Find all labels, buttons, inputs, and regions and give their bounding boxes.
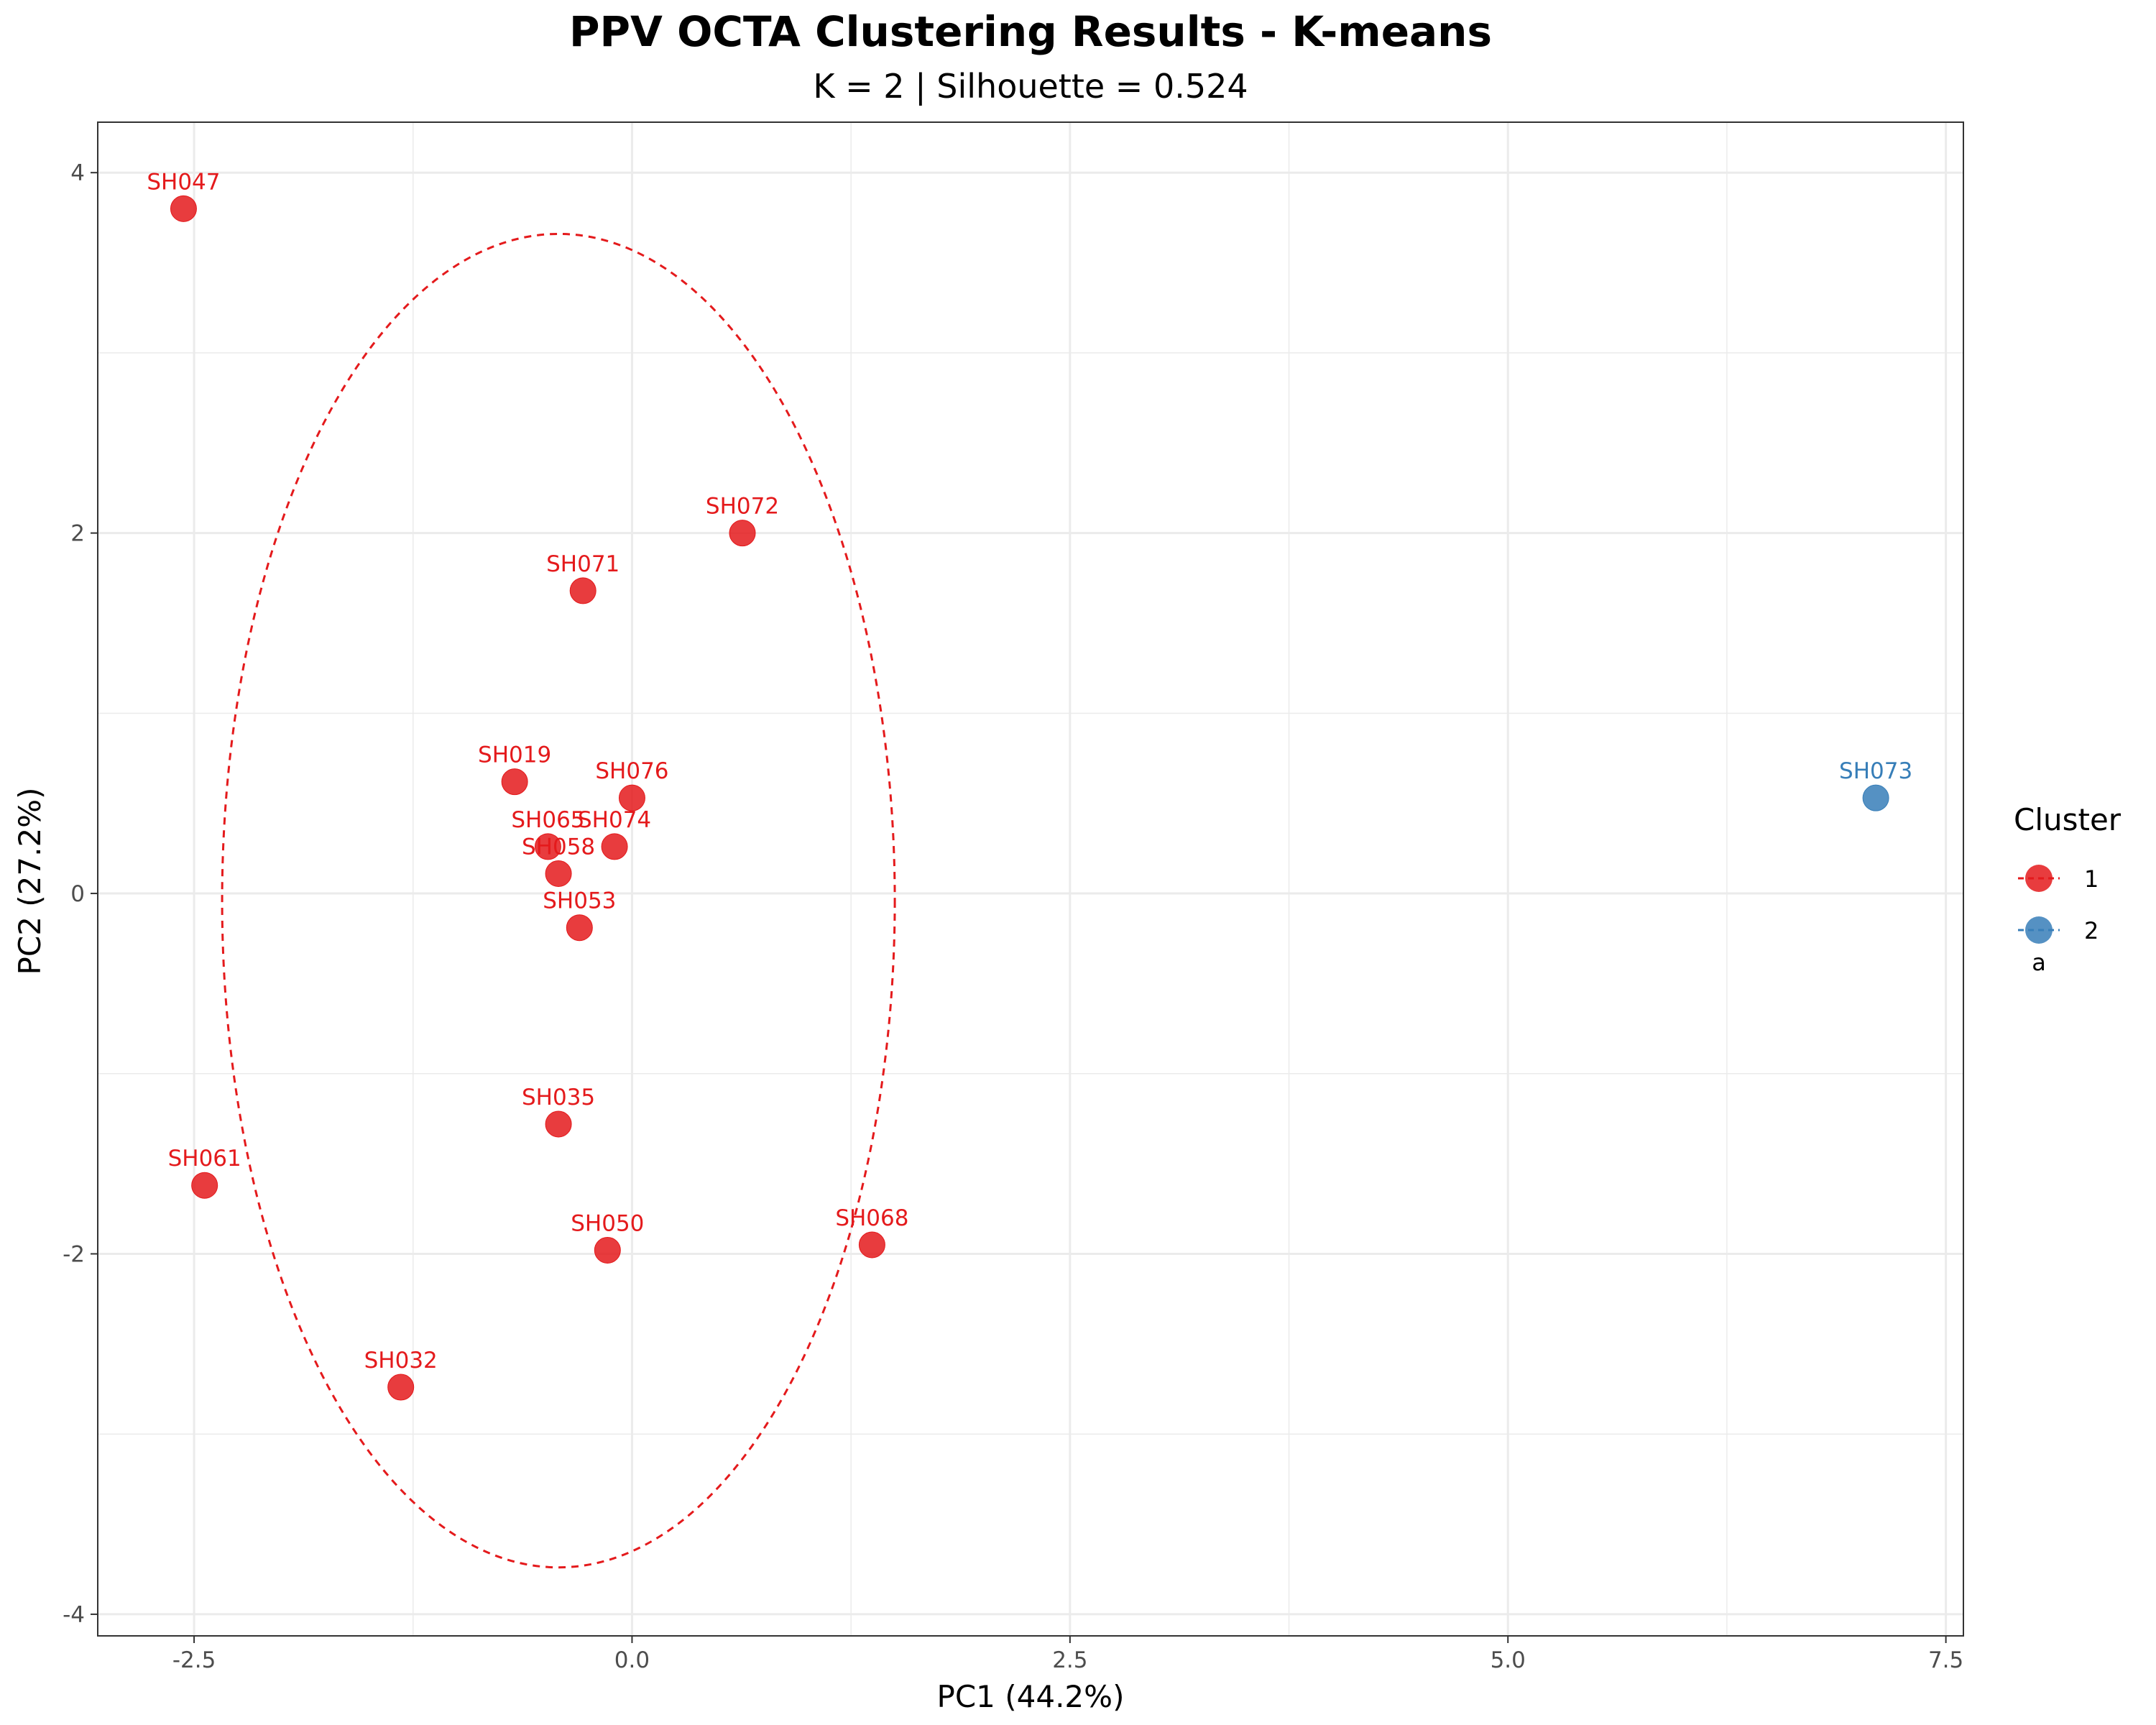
cluster-1-ellipse: [221, 232, 896, 1569]
point-label-sh061: SH061: [168, 1146, 241, 1172]
data-point-sh071[interactable]: [569, 577, 596, 604]
point-label-sh072: SH072: [706, 494, 779, 520]
data-point-sh076[interactable]: [618, 784, 645, 811]
point-label-sh035: SH035: [522, 1085, 595, 1110]
data-point-sh074[interactable]: [601, 833, 628, 860]
legend: Cluster 12 a: [2014, 802, 2122, 976]
point-label-sh058: SH058: [522, 834, 595, 860]
legend-label: 2: [2084, 917, 2099, 944]
data-points-layer: [170, 195, 1889, 1401]
chart-title: PPV OCTA Clustering Results - K-means: [569, 7, 1492, 56]
point-label-sh019: SH019: [478, 742, 551, 768]
data-point-sh019[interactable]: [501, 768, 528, 796]
data-point-sh068[interactable]: [858, 1231, 885, 1259]
legend-extra-text: a: [2032, 949, 2046, 976]
y-axis-title: PC2 (27.2%): [12, 788, 47, 975]
y-tick-label: 0: [70, 881, 85, 907]
x-axis-title: PC1 (44.2%): [937, 1679, 1125, 1714]
data-point-sh035[interactable]: [545, 1110, 572, 1138]
point-labels-layer: SH047 SH072 SH071 SH019 SH076 SH065SH074SH058…: [147, 169, 1912, 1374]
y-tick-label: -2: [63, 1241, 85, 1267]
x-axis-ticks: -2.5 0.0 2.5 5.0 7.5: [172, 1636, 1963, 1673]
y-tick-label: 2: [70, 521, 85, 547]
y-tick-label: -4: [63, 1602, 85, 1628]
grid-lines: [98, 122, 1963, 1636]
x-tick-label: 2.5: [1052, 1647, 1087, 1673]
data-point-sh050[interactable]: [594, 1236, 621, 1264]
chart-subtitle: K = 2 | Silhouette = 0.524: [813, 67, 1248, 106]
y-axis-ticks: -4 -2 0 2 4: [63, 160, 98, 1628]
data-point-sh073[interactable]: [1862, 784, 1889, 811]
data-point-sh032[interactable]: [387, 1374, 415, 1401]
data-point-sh072[interactable]: [729, 520, 756, 547]
x-tick-label: 7.5: [1928, 1647, 1963, 1673]
point-label-sh065: SH065: [511, 807, 584, 833]
legend-title: Cluster: [2014, 802, 2122, 837]
data-point-sh061[interactable]: [191, 1172, 218, 1199]
legend-entries: 12: [2018, 865, 2099, 944]
point-label-sh071: SH071: [546, 551, 619, 577]
x-tick-label: 5.0: [1491, 1647, 1526, 1673]
legend-entry-1: 1: [2018, 865, 2099, 893]
point-label-sh073: SH073: [1839, 758, 1912, 784]
data-point-sh053[interactable]: [566, 914, 593, 942]
point-label-sh053: SH053: [543, 888, 616, 914]
data-point-sh047[interactable]: [170, 195, 197, 222]
data-point-sh058[interactable]: [545, 860, 572, 887]
point-label-sh047: SH047: [147, 169, 220, 195]
point-label-sh074: SH074: [578, 807, 651, 833]
y-tick-label: 4: [70, 160, 85, 186]
legend-key-point: [2025, 916, 2053, 944]
data-point-sh065[interactable]: [534, 833, 561, 860]
x-tick-label: -2.5: [172, 1647, 216, 1673]
x-tick-label: 0.0: [614, 1647, 650, 1673]
point-label-sh076: SH076: [595, 758, 668, 784]
plot-panel-border: [97, 121, 1964, 1637]
legend-key-point: [2025, 865, 2053, 892]
point-label-sh032: SH032: [364, 1348, 438, 1374]
point-label-sh068: SH068: [835, 1205, 908, 1231]
legend-entry-2: 2: [2018, 916, 2099, 944]
point-label-sh050: SH050: [571, 1210, 644, 1236]
cluster-ellipse-layer: [221, 232, 896, 1569]
legend-label: 1: [2084, 865, 2099, 893]
